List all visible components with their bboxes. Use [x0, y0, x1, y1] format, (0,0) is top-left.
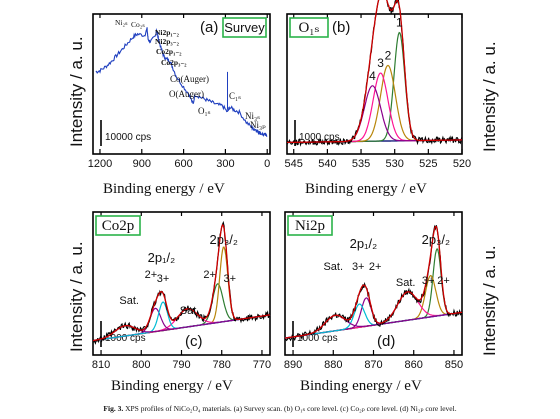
x-tick-label: 850 [445, 359, 463, 371]
survey-annotation: Ni₃ₚ [250, 120, 266, 130]
panel-letter: (a) [200, 19, 218, 36]
survey-annotation: C₁ₛ [229, 91, 241, 101]
y-axis-label-left-top: Intensity / a. u. [67, 36, 86, 147]
peak-label: Sat. [180, 305, 200, 317]
peak-label: 3+ [422, 275, 435, 287]
total-fit-line [92, 224, 271, 342]
x-tick-label: 535 [352, 158, 370, 170]
survey-annotation: O₁ₛ [198, 106, 211, 116]
panel-a-survey: 1200 900 600 300 0 10000 cps (a) Survey Ni₂ₛ Co₂ₛ… [88, 13, 271, 170]
panel-b-o1s: 545 540 535 530 525 520 1000 cps (b) O₁ₛ 1 234 [285, 0, 471, 170]
survey-annotation: Co₂ₛ [131, 20, 145, 29]
peak-label: 3+ [223, 273, 236, 285]
x-tick-label: 890 [284, 359, 302, 371]
x-tick-label: 880 [324, 359, 342, 371]
peak-label: 4 [369, 69, 376, 83]
x-tick-label: 780 [213, 359, 231, 371]
peak-label: 3 [377, 56, 384, 70]
peak-label: 1 [396, 15, 403, 29]
panel-title-box [289, 17, 329, 38]
panel-title-box [95, 215, 141, 236]
peak-label: 2+ [145, 269, 158, 281]
plot-frame [286, 13, 463, 155]
y-axis-label-left-bottom: Intensity / a. u. [67, 241, 86, 352]
plot-frame [92, 13, 271, 155]
fit-component-2 [284, 274, 463, 339]
survey-annotation: O(Auger) [169, 89, 204, 99]
x-tick-label: 900 [133, 158, 151, 170]
panel-title: O₁ₛ [298, 20, 319, 36]
xps-figure: Intensity / a. u. Intensity / a. u. Inte… [67, 0, 499, 394]
panel-d-ni2p: 890 880 870 860 850 1000 cps (d) Ni2p 2p₃/₂ 2p₁/₂… [284, 211, 463, 371]
panel-letter: (c) [185, 333, 203, 350]
panel-title-box [287, 215, 333, 236]
survey-annotation: Co2p₁₋₂ [156, 47, 182, 56]
panel-letter: (b) [332, 19, 350, 36]
survey-annotation: Co(Auger) [170, 74, 209, 84]
peak-label: 2+ [369, 261, 382, 273]
x-tick-label: 810 [92, 359, 110, 371]
x-tick-label: 770 [253, 359, 271, 371]
peak-label: 2+ [203, 269, 216, 281]
x-tick-label: 1200 [88, 158, 112, 170]
x-axis-label-d: Binding energy / eV [300, 378, 422, 394]
peak-label: 3+ [157, 273, 170, 285]
scale-bar-label: 1000 cps [105, 333, 146, 344]
peak-label: Sat. [323, 261, 343, 273]
peak-label: 2 [385, 48, 392, 62]
x-tick-label: 525 [419, 158, 437, 170]
x-tick-label: 860 [405, 359, 423, 371]
x-tick-label: 0 [264, 158, 270, 170]
peak-label: 2p₃/₂ [210, 232, 238, 247]
x-tick-label: 790 [172, 359, 190, 371]
x-tick-label: 600 [174, 158, 192, 170]
caption-text: XPS profiles of NiCo₂O₄ materials. (a) S… [125, 404, 457, 413]
panel-title: Ni2p [295, 218, 325, 234]
peak-label: Sat. [396, 277, 416, 289]
x-axis-label-a: Binding energy / eV [103, 181, 225, 197]
x-tick-label: 800 [132, 359, 150, 371]
scale-bar-label: 1000 cps [299, 132, 340, 143]
raw-data-line [92, 220, 271, 345]
survey-annotation: Co2p₃₋₂ [161, 58, 187, 67]
y-axis-label-right-bottom: Intensity / a. u. [480, 245, 499, 356]
x-tick-label: 870 [364, 359, 382, 371]
survey-annotation: Ni₂ₛ [115, 18, 128, 27]
panel-title: Survey [224, 20, 265, 35]
total-fit-line [284, 226, 463, 339]
x-tick-label: 540 [318, 158, 336, 170]
survey-series-line [95, 27, 268, 138]
panel-c-co2p: 810 800 790 780 770 1000 cps (c) Co2p 2p₃/₂ 2p₁/₂… [92, 211, 271, 371]
peak-label: Sat. [119, 295, 139, 307]
x-tick-label: 530 [386, 158, 404, 170]
caption-label: Fig. 3. [103, 404, 124, 413]
figure-caption: Fig. 3. XPS profiles of NiCo₂O₄ material… [0, 404, 560, 413]
x-axis-label-c: Binding energy / eV [111, 378, 233, 394]
x-tick-label: 520 [453, 158, 471, 170]
peak-label: 2p₃/₂ [422, 232, 450, 247]
scale-bar-label: 1000 cps [297, 333, 338, 344]
survey-annotation: Ni₃ₛ [245, 111, 260, 121]
panel-letter: (d) [377, 333, 395, 350]
peak-label: 3+ [352, 261, 365, 273]
survey-annotation: Ni2p₁₋₂ [155, 28, 180, 37]
peak-label: 2p₁/₂ [148, 250, 176, 265]
x-tick-label: 300 [216, 158, 234, 170]
scale-bar-label: 10000 cps [105, 132, 151, 143]
x-axis-label-b: Binding energy / eV [305, 181, 427, 197]
peak-label: 2p₁/₂ [350, 236, 378, 251]
total-fit-line [287, 0, 462, 144]
panel-title: Co2p [102, 218, 135, 234]
y-axis-label-right-top: Intensity / a. u. [480, 41, 499, 152]
x-tick-label: 545 [285, 158, 303, 170]
survey-annotation: Ni2p₃₋₂ [155, 37, 180, 46]
peak-label: 2+ [437, 275, 450, 287]
panel-title-box [222, 17, 267, 38]
